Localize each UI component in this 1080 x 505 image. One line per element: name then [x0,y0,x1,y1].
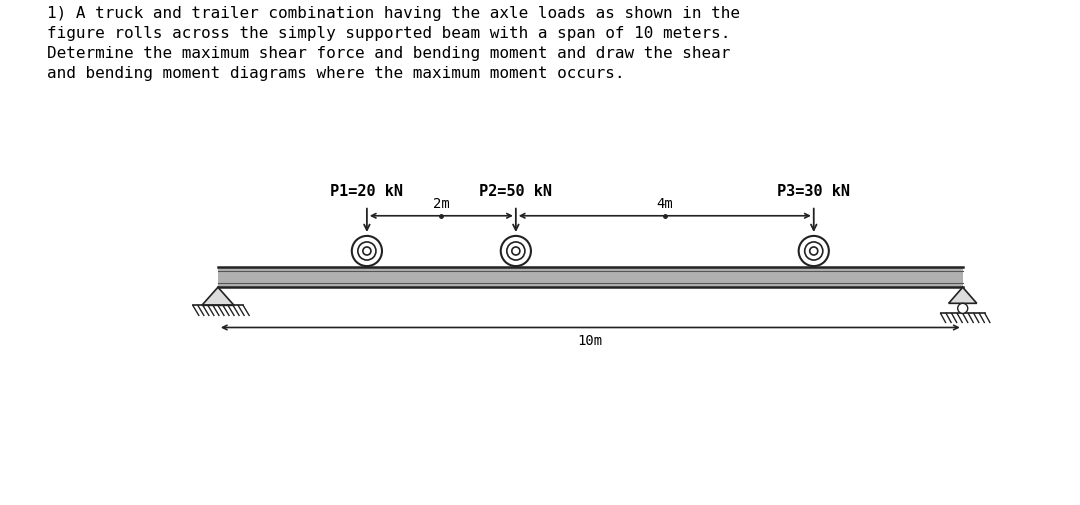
Text: 2m: 2m [433,196,449,210]
Circle shape [512,247,519,256]
Circle shape [352,236,382,267]
Circle shape [805,242,823,261]
Bar [218,268,962,288]
Polygon shape [948,288,976,304]
Circle shape [958,304,968,314]
Circle shape [501,236,531,267]
Text: 10m: 10m [578,333,603,347]
Circle shape [357,242,376,261]
Circle shape [363,247,370,256]
Circle shape [810,247,818,256]
Text: P3=30 kN: P3=30 kN [778,183,850,198]
Circle shape [507,242,525,261]
Text: 1) A truck and trailer combination having the axle loads as shown in the
figure : 1) A truck and trailer combination havin… [46,7,740,81]
Text: P1=20 kN: P1=20 kN [330,183,404,198]
Circle shape [798,236,828,267]
Polygon shape [202,288,234,306]
Text: 4m: 4m [657,196,673,210]
Text: P2=50 kN: P2=50 kN [480,183,552,198]
